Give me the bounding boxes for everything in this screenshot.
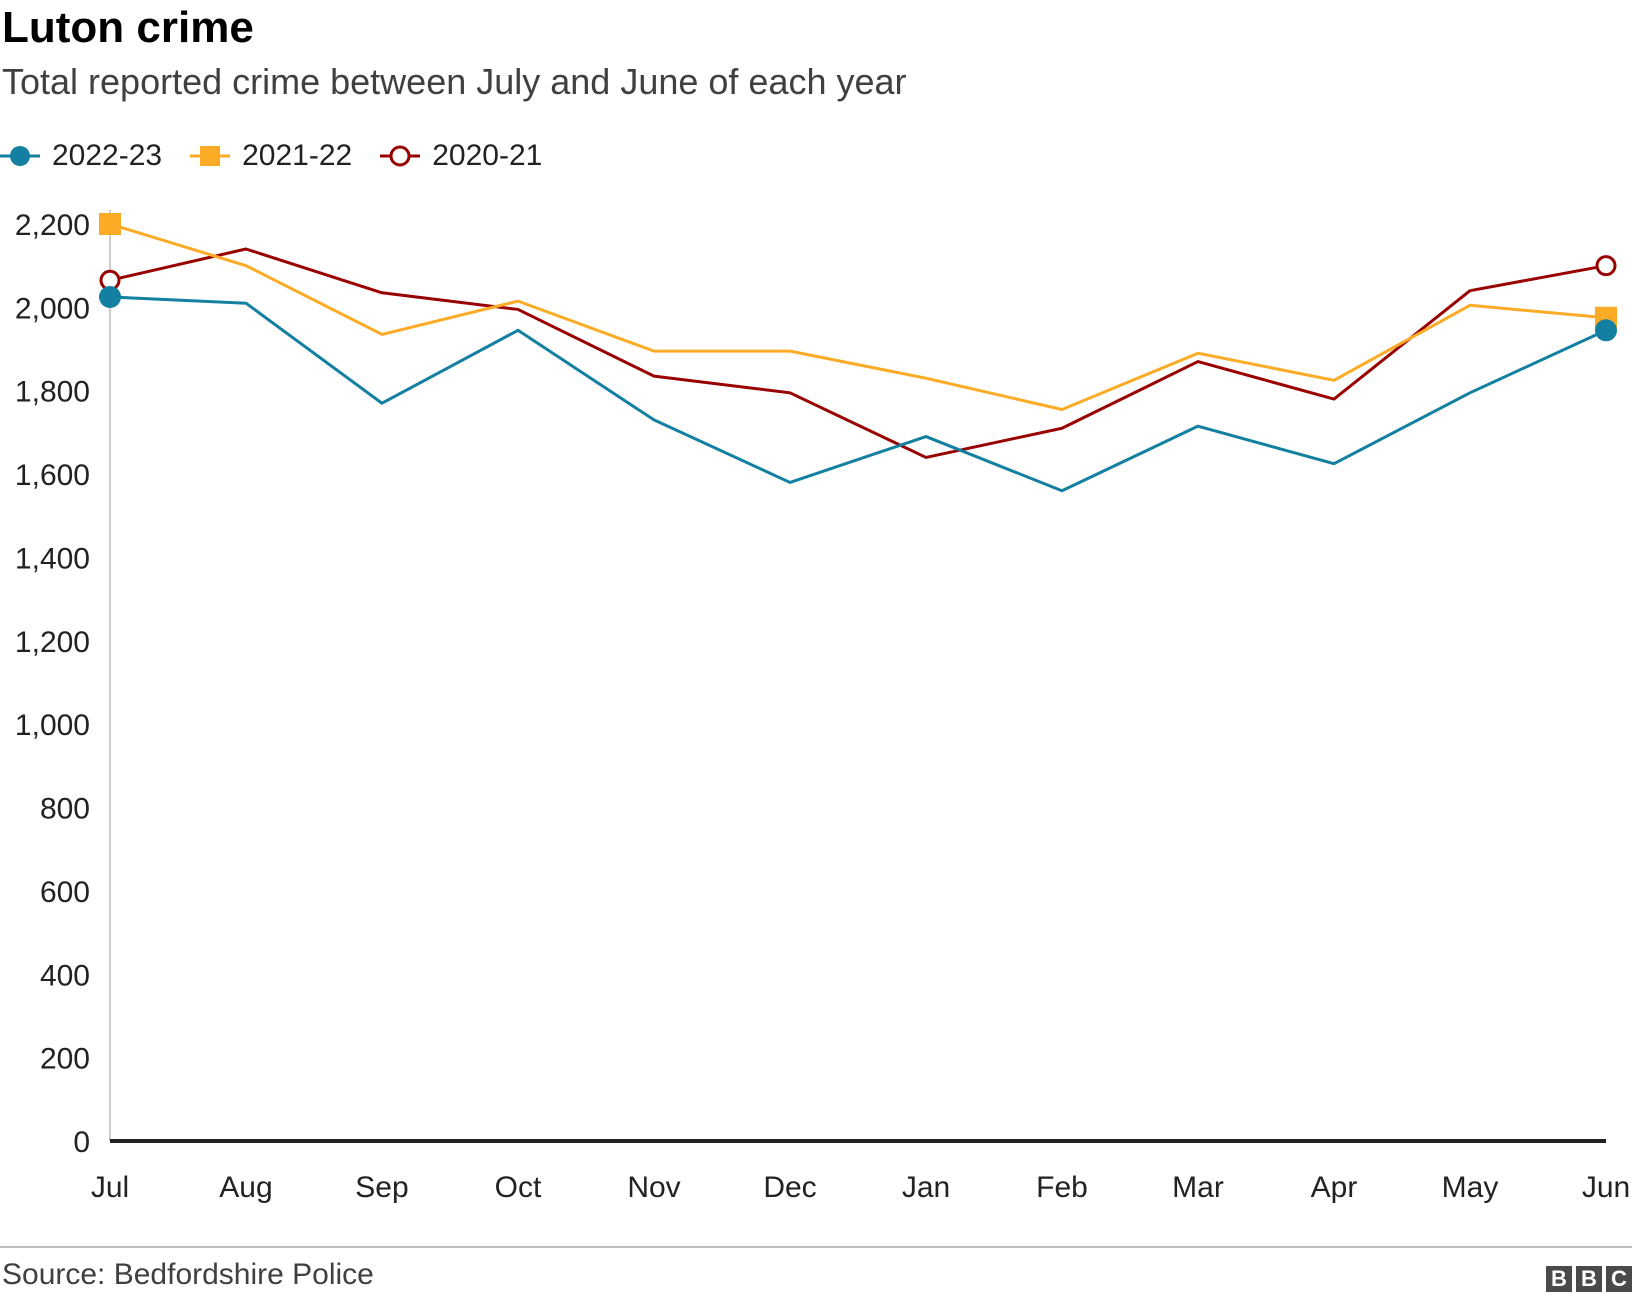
legend-marker-circle-icon bbox=[0, 146, 40, 166]
x-tick-label: Jun bbox=[1582, 1171, 1630, 1204]
x-tick-label: Mar bbox=[1172, 1171, 1224, 1204]
bbc-logo: B B C bbox=[1546, 1266, 1632, 1292]
series-line bbox=[109, 222, 1607, 411]
y-tick-label: 2,200 bbox=[15, 209, 90, 242]
y-tick-label: 2,000 bbox=[15, 292, 90, 325]
y-tick-label: 1,600 bbox=[15, 459, 90, 492]
y-tick-label: 1,800 bbox=[15, 376, 90, 409]
series-line bbox=[109, 295, 1607, 493]
logo-letter: C bbox=[1606, 1266, 1632, 1292]
x-tick-label: Dec bbox=[763, 1171, 816, 1204]
data-point-marker bbox=[1595, 255, 1617, 277]
x-tick-label: Sep bbox=[355, 1171, 408, 1204]
data-point-marker bbox=[99, 213, 121, 235]
y-tick-label: 800 bbox=[40, 793, 90, 826]
y-tick-label: 200 bbox=[40, 1043, 90, 1076]
x-tick-label: Nov bbox=[627, 1171, 680, 1204]
legend-label: 2022-23 bbox=[52, 139, 163, 172]
legend-item-2: 2020-21 bbox=[380, 139, 542, 173]
logo-letter: B bbox=[1576, 1266, 1602, 1292]
legend-item-0: 2022-23 bbox=[0, 139, 162, 173]
legend-marker-square-icon bbox=[190, 146, 231, 166]
y-tick-label: 1,200 bbox=[15, 626, 90, 659]
source-divider bbox=[0, 1246, 1632, 1248]
x-tick-label: Jan bbox=[902, 1171, 950, 1204]
y-tick-label: 1,000 bbox=[15, 709, 90, 742]
legend-item-1: 2021-22 bbox=[190, 139, 352, 173]
data-point-marker bbox=[99, 285, 121, 308]
legend-label: 2021-22 bbox=[242, 139, 353, 172]
x-tick-label: Oct bbox=[495, 1171, 542, 1204]
chart-title: Luton crime bbox=[2, 3, 254, 52]
x-tick-label: Feb bbox=[1036, 1171, 1088, 1204]
y-tick-label: 0 bbox=[73, 1126, 90, 1159]
chart-legend: 2022-23 2021-22 2020-21 bbox=[0, 136, 570, 176]
x-tick-label: Apr bbox=[1311, 1171, 1358, 1204]
legend-label: 2020-21 bbox=[432, 139, 543, 172]
chart-subtitle: Total reported crime between July and Ju… bbox=[2, 61, 907, 102]
data-point-marker bbox=[1595, 319, 1617, 342]
legend-marker-open-circle-icon bbox=[380, 145, 421, 167]
line-chart: 0 200 400 600 800 1,000 1,200 1,400 1,600 1,800 2,… bbox=[15, 209, 1630, 1204]
x-tick-label: Jul bbox=[91, 1171, 129, 1204]
series-line bbox=[109, 247, 1607, 459]
x-tick-label: May bbox=[1442, 1171, 1499, 1204]
x-tick-label: Aug bbox=[219, 1171, 272, 1204]
y-tick-label: 600 bbox=[40, 876, 90, 909]
y-tick-label: 1,400 bbox=[15, 542, 90, 575]
y-tick-label: 400 bbox=[40, 959, 90, 992]
logo-letter: B bbox=[1546, 1266, 1572, 1292]
source-note: Source: Bedfordshire Police bbox=[2, 1258, 374, 1291]
